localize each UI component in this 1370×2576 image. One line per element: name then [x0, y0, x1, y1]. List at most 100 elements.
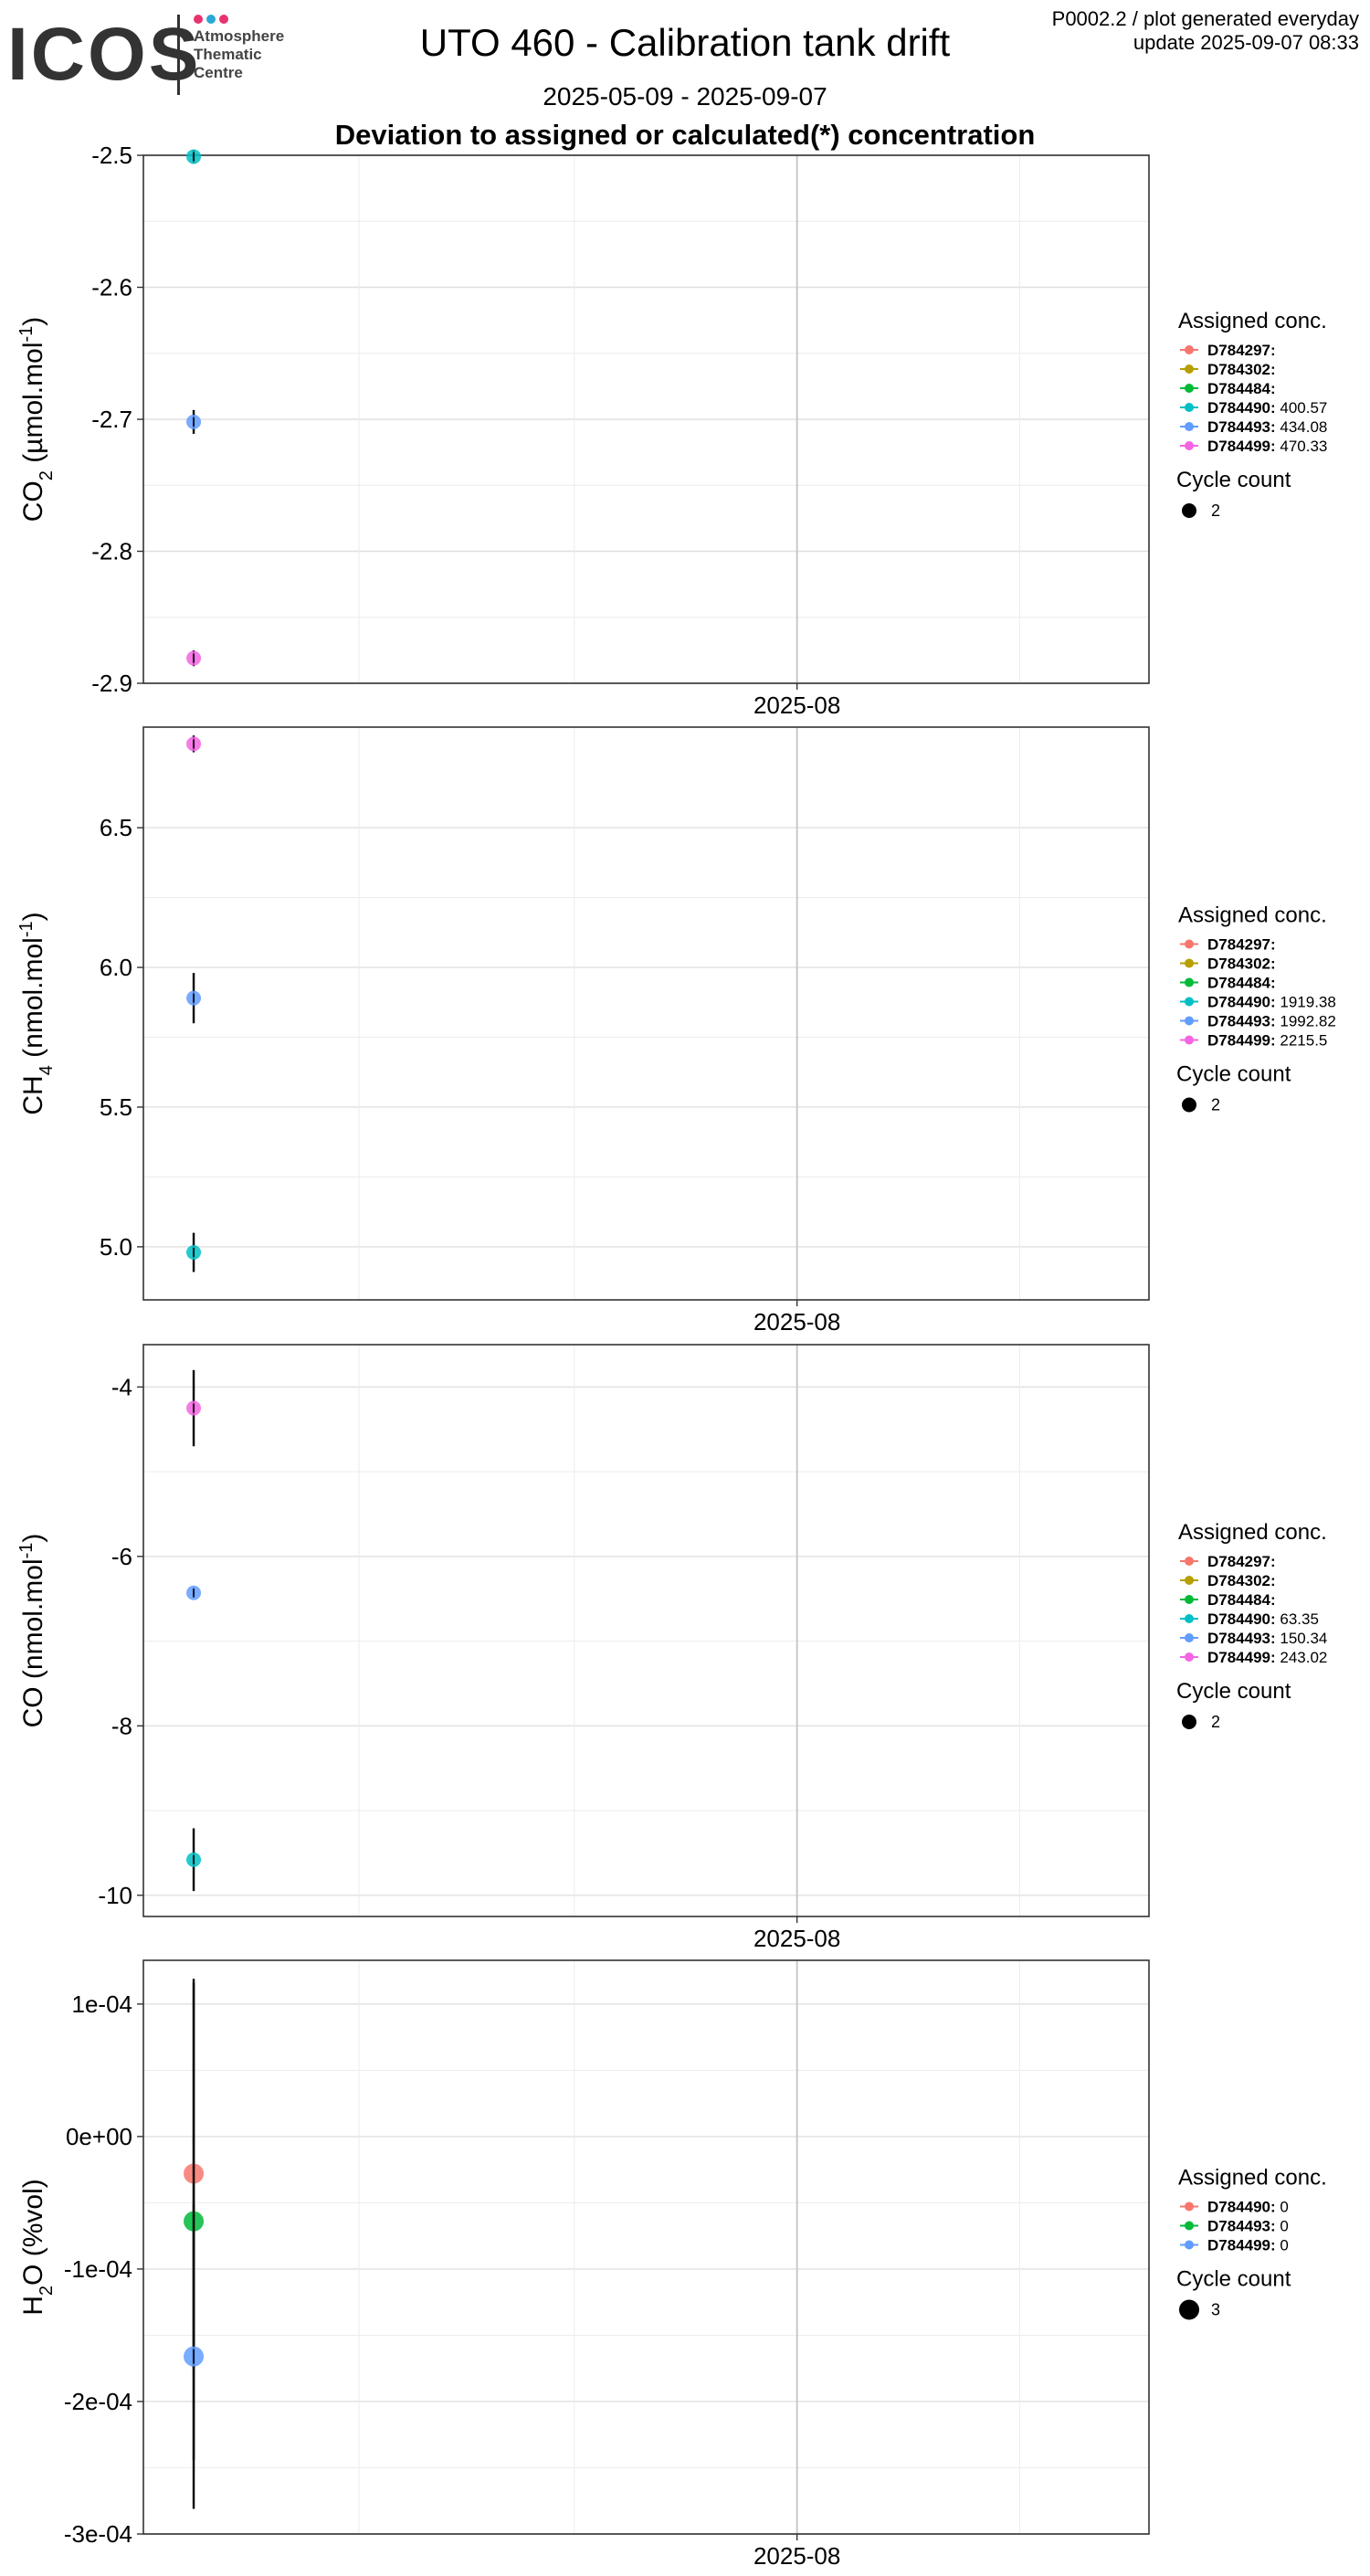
legend-size-dot [1182, 503, 1196, 518]
legend-size-dot [1182, 1715, 1196, 1729]
legend-entry-value: 243.02 [1276, 1649, 1328, 1666]
y-tick-label: -2.6 [91, 274, 132, 301]
legend-entry-id: D784302: [1207, 1572, 1276, 1589]
plot-background [143, 1345, 1149, 1916]
y-label-sub: 2 [37, 2286, 57, 2296]
y-tick-label: 0e+00 [66, 2123, 132, 2150]
y-tick-label: 5.0 [100, 1233, 132, 1261]
legend-key-dot [1185, 1576, 1194, 1585]
legend-entry-value: 400.57 [1276, 399, 1328, 417]
icos-logo: ICOS [7, 13, 202, 96]
legend-size-title: Cycle count [1176, 2267, 1291, 2292]
legend-size-dot [1182, 1097, 1196, 1113]
legend-entry: D784297: [1207, 936, 1276, 954]
legend-entry-id: D784499: [1207, 1032, 1276, 1050]
x-tick-label: 2025-08 [754, 2542, 840, 2570]
plot-id: P0002.2 / plot generated everyday [1051, 7, 1359, 30]
y-label-base: H [18, 2296, 48, 2316]
legend-key-dot [1185, 422, 1194, 431]
y-tick-label: -2.9 [91, 670, 132, 697]
legend-entry-id: D784490: [1207, 399, 1276, 417]
legend-entry-id: D784297: [1207, 342, 1276, 359]
legend-entry-value: 1992.82 [1276, 1013, 1336, 1030]
legend-entry-id: D784302: [1207, 361, 1276, 378]
legend-key-dot [1185, 1614, 1194, 1623]
legend-key-dot [1185, 2201, 1194, 2212]
y-axis-label: H2O (%vol) [18, 2179, 57, 2315]
legend-entry: D784490: 0 [1207, 2199, 1289, 2216]
legend-entry: D784490: 1919.38 [1207, 994, 1336, 1011]
legend-entry-value: 0 [1276, 2237, 1289, 2254]
y-label-sub: 2 [37, 470, 57, 480]
plot-background [143, 727, 1149, 1300]
logo-dot-3 [219, 15, 228, 24]
plot-border [142, 1959, 1150, 2535]
y-tick-label: -8 [111, 1712, 132, 1739]
legend-entry-value: 0 [1276, 2199, 1289, 2216]
y-tick-label: -2.5 [91, 142, 132, 169]
legend-key-dot [1185, 1595, 1194, 1604]
legend-key-dot [1185, 1035, 1194, 1045]
legend-size-title: Cycle count [1176, 468, 1291, 492]
logo-dot-2 [206, 15, 216, 24]
legend-entry-value: 0 [1276, 2218, 1289, 2235]
y-tick-label: -6 [111, 1543, 132, 1570]
legend-title: Assigned conc. [1178, 2166, 1327, 2191]
legend-key-dot [1185, 2221, 1194, 2231]
logo-subtitle-line: Thematic [194, 46, 262, 63]
logo-dot-1 [194, 15, 203, 24]
legend-entry-id: D784490: [1207, 994, 1276, 1011]
legend-key-dot [1185, 977, 1194, 987]
legend-key-dot [1185, 2240, 1194, 2250]
legend-entry-id: D784493: [1207, 2218, 1276, 2235]
y-label-sup: -1 [16, 326, 37, 343]
y-tick-label: 5.5 [100, 1093, 132, 1121]
y-label-sup: -1 [16, 921, 37, 937]
legend-entry: D784484: [1207, 975, 1276, 992]
legend-entry: D784490: 400.57 [1207, 399, 1327, 417]
logo-subtitle-line: Centre [194, 64, 243, 81]
legend-entry: D784490: 63.35 [1207, 1610, 1319, 1628]
legend-size-value: 2 [1211, 1096, 1220, 1114]
y-axis-label: CH4 (nmol.mol-1) [16, 912, 57, 1114]
legend-entry-id: D784297: [1207, 936, 1276, 954]
y-tick-label: -4 [111, 1373, 132, 1400]
legend-entry: D784484: [1207, 1591, 1276, 1609]
legend-key-dot [1185, 1016, 1194, 1026]
legend-title: Assigned conc. [1178, 309, 1327, 333]
legend-entry-id: D784302: [1207, 955, 1276, 973]
legend-entry-id: D784499: [1207, 2237, 1276, 2254]
chart-subtitle: Deviation to assigned or calculated(*) c… [334, 119, 1036, 151]
legend-entry-id: D784297: [1207, 1553, 1276, 1570]
y-label-end: ) [18, 1534, 48, 1543]
y-tick-label: 6.0 [100, 954, 132, 981]
legend-key-dot [1185, 364, 1194, 374]
legend-entry: D784297: [1207, 342, 1276, 359]
legend-key-dot [1185, 958, 1194, 968]
y-label-mid: (nmol.mol [18, 1558, 48, 1686]
legend-entry-id: D784493: [1207, 1013, 1276, 1030]
legend-entry: D784484: [1207, 380, 1276, 397]
update-time: update 2025-09-07 08:33 [1133, 31, 1359, 54]
legend-entry-id: D784490: [1207, 1610, 1276, 1628]
legend-entry: D784493: 434.08 [1207, 418, 1327, 436]
legend-entry-id: D784484: [1207, 975, 1276, 992]
chart-panel-4: -3e-04 -2e-04 -1e-04 0e+00 1e-04 2025-08 H2O (… [18, 1959, 1327, 2570]
legend-entry-id: D784484: [1207, 380, 1276, 397]
legend-key-dot [1185, 403, 1194, 412]
legend-size-title: Cycle count [1176, 1062, 1291, 1087]
y-tick-label: -2.8 [91, 538, 132, 565]
legend-entry-id: D784493: [1207, 418, 1276, 436]
legend-entry: D784297: [1207, 1553, 1276, 1570]
x-tick-label: 2025-08 [754, 1308, 840, 1336]
legend-size-value: 2 [1211, 1713, 1220, 1731]
y-axis-label: CO (nmol.mol-1) [16, 1534, 48, 1728]
legend-entry: D784493: 150.34 [1207, 1630, 1327, 1647]
y-label-sup: -1 [16, 1543, 37, 1559]
legend-entry-value: 1919.38 [1276, 994, 1336, 1011]
legend-size-title: Cycle count [1176, 1679, 1291, 1704]
y-label-mid: (µmol.mol [18, 343, 48, 471]
chart-panel-3: -10 -8 -6 -4 2025-08 CO (nmol.mol-1) Assigned … [16, 1344, 1328, 1952]
